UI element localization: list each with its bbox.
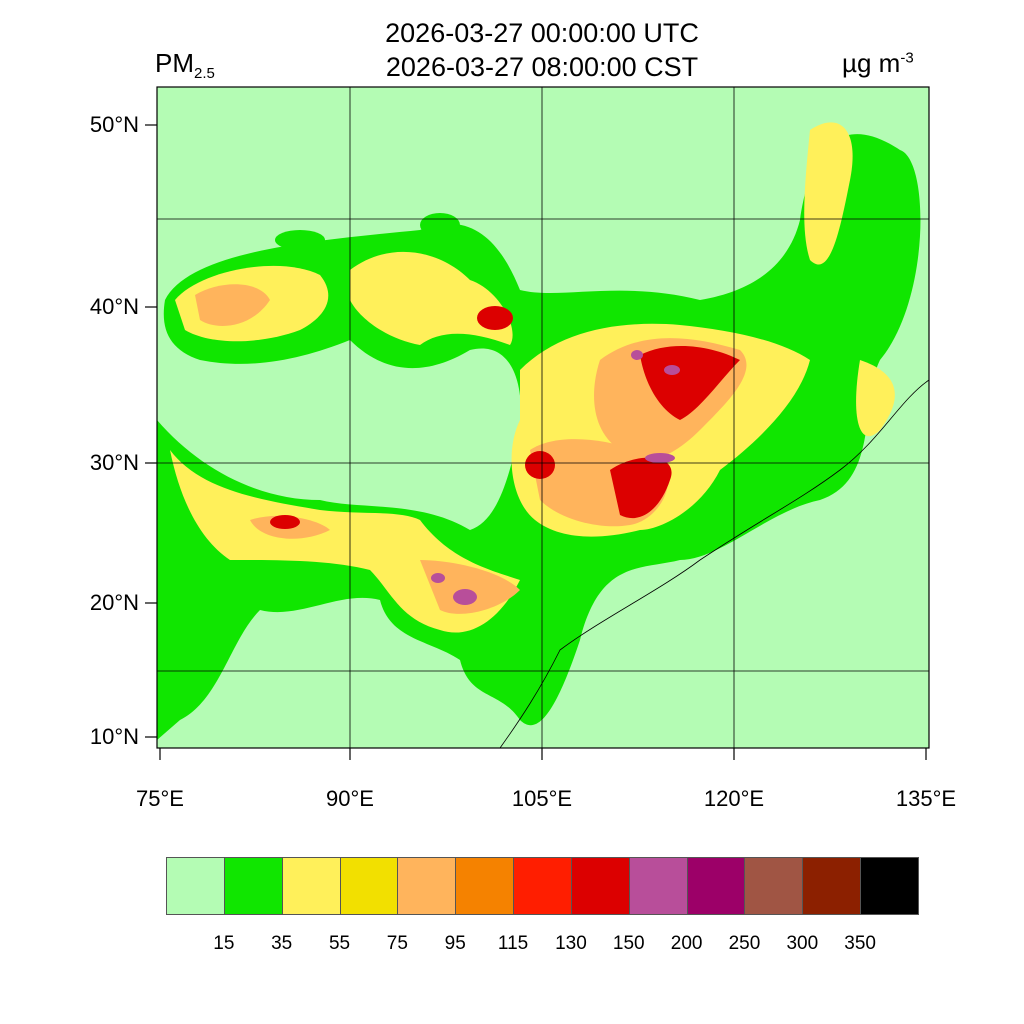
colorbar-swatch [513, 857, 572, 915]
coastline [499, 379, 930, 749]
colorbar-swatch [570, 857, 630, 915]
contour-130-150 [270, 306, 740, 529]
lon-label-90e: 90°E [326, 786, 374, 811]
lat-label-10n: 10°N [89, 724, 139, 749]
colorbar-label: 250 [728, 933, 761, 954]
colorbar-label: 350 [844, 933, 876, 954]
colorbar-label: 15 [213, 933, 235, 954]
units-label: µg m-3 [842, 48, 914, 79]
title-cst: 2026-03-27 08:00:00 CST [385, 52, 699, 82]
colorbar-label: 150 [612, 933, 645, 954]
graticule [157, 87, 929, 748]
colorbar-label: 95 [444, 933, 466, 954]
colorbar-swatch [397, 857, 457, 915]
colorbar-swatch [860, 857, 919, 915]
colorbar-label: 300 [786, 933, 819, 954]
units-text: µg m [842, 48, 901, 78]
colorbar-swatch [455, 857, 515, 915]
colorbar-label: 35 [271, 933, 293, 954]
colorbar-label: 130 [555, 933, 587, 954]
colorbar-swatch [166, 857, 225, 915]
lon-label-105e: 105°E [511, 786, 573, 811]
colorbar-swatch [744, 857, 804, 915]
lat-label-50n: 50°N [89, 112, 139, 137]
lat-label-20n: 20°N [89, 590, 139, 615]
colorbar-label: 75 [386, 933, 408, 954]
lat-label-30n: 30°N [89, 450, 139, 475]
colorbar-swatch [223, 857, 283, 915]
contour-200-250 [431, 350, 680, 605]
variable-label: PM2.5 [155, 48, 215, 82]
colorbar-swatch [628, 857, 688, 915]
lon-label-75e: 75°E [136, 786, 184, 811]
colorbar-swatch [281, 857, 341, 915]
variable-subscript: 2.5 [194, 65, 215, 83]
concentration-contours [157, 122, 921, 740]
lat-label-40n: 40°N [89, 294, 139, 319]
lon-label-135e: 135°E [895, 786, 957, 811]
colorbar-swatch [686, 857, 746, 915]
title-utc: 2026-03-27 00:00:00 UTC [385, 18, 699, 48]
variable-name: PM [155, 48, 194, 78]
lon-label-120e: 120°E [703, 786, 765, 811]
colorbar-swatch [802, 857, 862, 915]
colorbar-label: 115 [497, 933, 529, 954]
map-frame [156, 86, 930, 749]
axis-ticks [145, 124, 927, 760]
units-sup: -3 [900, 49, 914, 67]
colorbar-label: 200 [670, 933, 703, 954]
colorbar-label: 55 [328, 933, 351, 954]
colorbar-swatch [339, 857, 399, 915]
